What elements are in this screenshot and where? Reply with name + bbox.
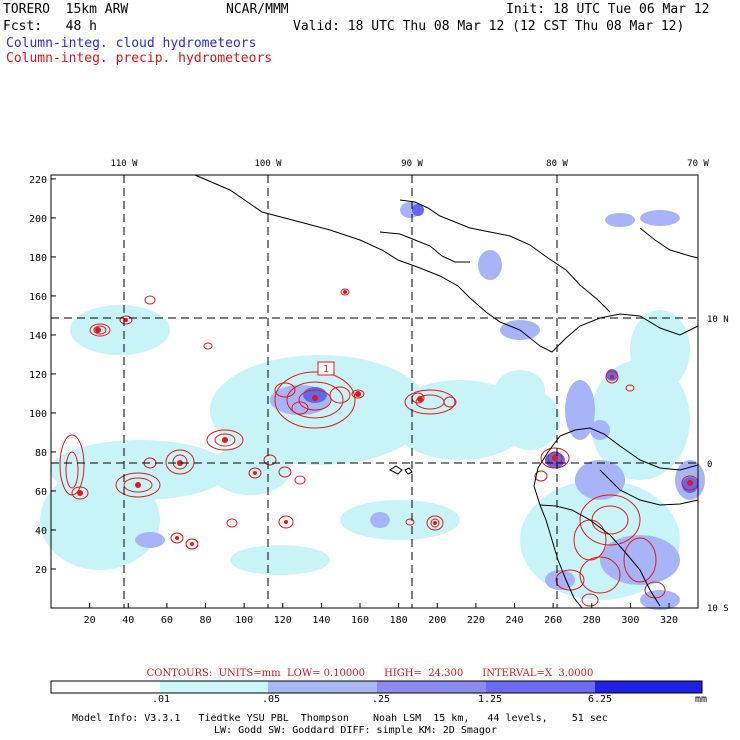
- lon-label-110w: 110 W: [110, 159, 138, 169]
- model-info-line2: LW: Godd SW: Goddard DIFF: simple KM: 2D…: [214, 725, 497, 736]
- x-tick-label: 220: [467, 615, 485, 626]
- x-tick-label: 60: [161, 615, 173, 626]
- y-tick-label: 100: [29, 409, 47, 420]
- valid-time: Valid: 18 UTC Thu 08 Mar 12 (12 CST Thu …: [293, 19, 685, 34]
- lat-label-10n: 10 N: [707, 315, 729, 325]
- lon-label-90w: 90 W: [401, 159, 423, 169]
- y-tick-label: 220: [29, 175, 47, 186]
- model-title: TORERO 15km ARW: [3, 2, 129, 17]
- colorbar-label-0: .01: [152, 694, 171, 705]
- colorbar-unit: mm: [695, 694, 708, 705]
- colorbar-label-4: 6.25: [588, 694, 613, 705]
- colorbar-segment: [160, 681, 268, 693]
- y-tick-label: 80: [35, 448, 47, 459]
- colorbar-label-3: 1.25: [478, 694, 503, 705]
- x-tick-label: 300: [621, 615, 639, 626]
- y-tick-label: 140: [29, 331, 47, 342]
- x-tick-label: 120: [274, 615, 292, 626]
- x-tick-label: 40: [122, 615, 134, 626]
- org-label: NCAR/MMM: [226, 2, 289, 17]
- colorbar-frame: [50, 680, 703, 694]
- x-tick-label: 180: [390, 615, 408, 626]
- lon-labels: 110 W 100 W 90 W 80 W 70 W: [110, 159, 709, 169]
- contour-info: CONTOURS: UNITS=mm LOW= 0.10000 HIGH= 24…: [146, 668, 594, 679]
- lon-label-70w: 70 W: [687, 159, 709, 169]
- x-tick-label: 20: [84, 615, 96, 626]
- cloud-legend: Column-integ. cloud hydrometeors: [6, 36, 257, 51]
- x-tick-label: 200: [428, 615, 446, 626]
- y-tick-label: 60: [35, 487, 47, 498]
- lat-label-0: 0: [707, 460, 712, 470]
- precip-legend: Column-integ. precip. hydrometeors: [6, 51, 273, 66]
- lon-label-80w: 80 W: [546, 159, 568, 169]
- y-tick-label: 40: [35, 526, 47, 537]
- lon-label-100w: 100 W: [254, 159, 282, 169]
- contour-label-box: [317, 361, 335, 376]
- lat-labels: 10 N 0 10 S: [707, 315, 729, 614]
- precip-contours: [59, 288, 699, 607]
- colorbar-segment: [377, 681, 486, 693]
- coastline: [194, 174, 699, 609]
- x-tick-label: 160: [351, 615, 369, 626]
- lat-label-10s: 10 S: [707, 604, 729, 614]
- x-tick-label: 100: [235, 615, 253, 626]
- contour-label: 1: [323, 364, 329, 375]
- lat-lon-grid: [51, 175, 698, 608]
- colorbar-segment: [51, 681, 160, 693]
- y-index-labels: 20 40 60 80 100 120 140 160 180 200 220: [29, 175, 47, 576]
- y-tick-label: 160: [29, 292, 47, 303]
- colorbar-label-2: .25: [372, 694, 391, 705]
- y-tick-label: 120: [29, 370, 47, 381]
- precip-cores: [77, 290, 693, 546]
- x-tick-label: 80: [199, 615, 211, 626]
- init-time: Init: 18 UTC Tue 06 Mar 12: [506, 2, 710, 17]
- y-tick-label: 200: [29, 214, 47, 225]
- colorbar-segment: [595, 681, 702, 693]
- colorbar-segment: [486, 681, 595, 693]
- x-index-labels: 20 40 60 80 100 120 140 160 180 200 220 240 260 280 30…: [84, 615, 678, 626]
- axis-ticks: [51, 178, 670, 608]
- colorbar: [51, 681, 702, 693]
- x-tick-label: 280: [583, 615, 601, 626]
- y-tick-label: 180: [29, 253, 47, 264]
- x-tick-label: 320: [660, 615, 678, 626]
- y-tick-label: 20: [35, 565, 47, 576]
- x-tick-label: 140: [312, 615, 330, 626]
- colorbar-label-1: .05: [262, 694, 281, 705]
- model-info-line1: Model Info: V3.3.1 Tiedtke YSU PBL Thomp…: [72, 713, 608, 724]
- cloud-field: [40, 202, 705, 610]
- x-tick-label: 240: [505, 615, 523, 626]
- colorbar-segment: [268, 681, 377, 693]
- map-frame: [50, 174, 699, 609]
- x-tick-label: 260: [544, 615, 562, 626]
- forecast-hour: Fcst: 48 h: [3, 19, 97, 34]
